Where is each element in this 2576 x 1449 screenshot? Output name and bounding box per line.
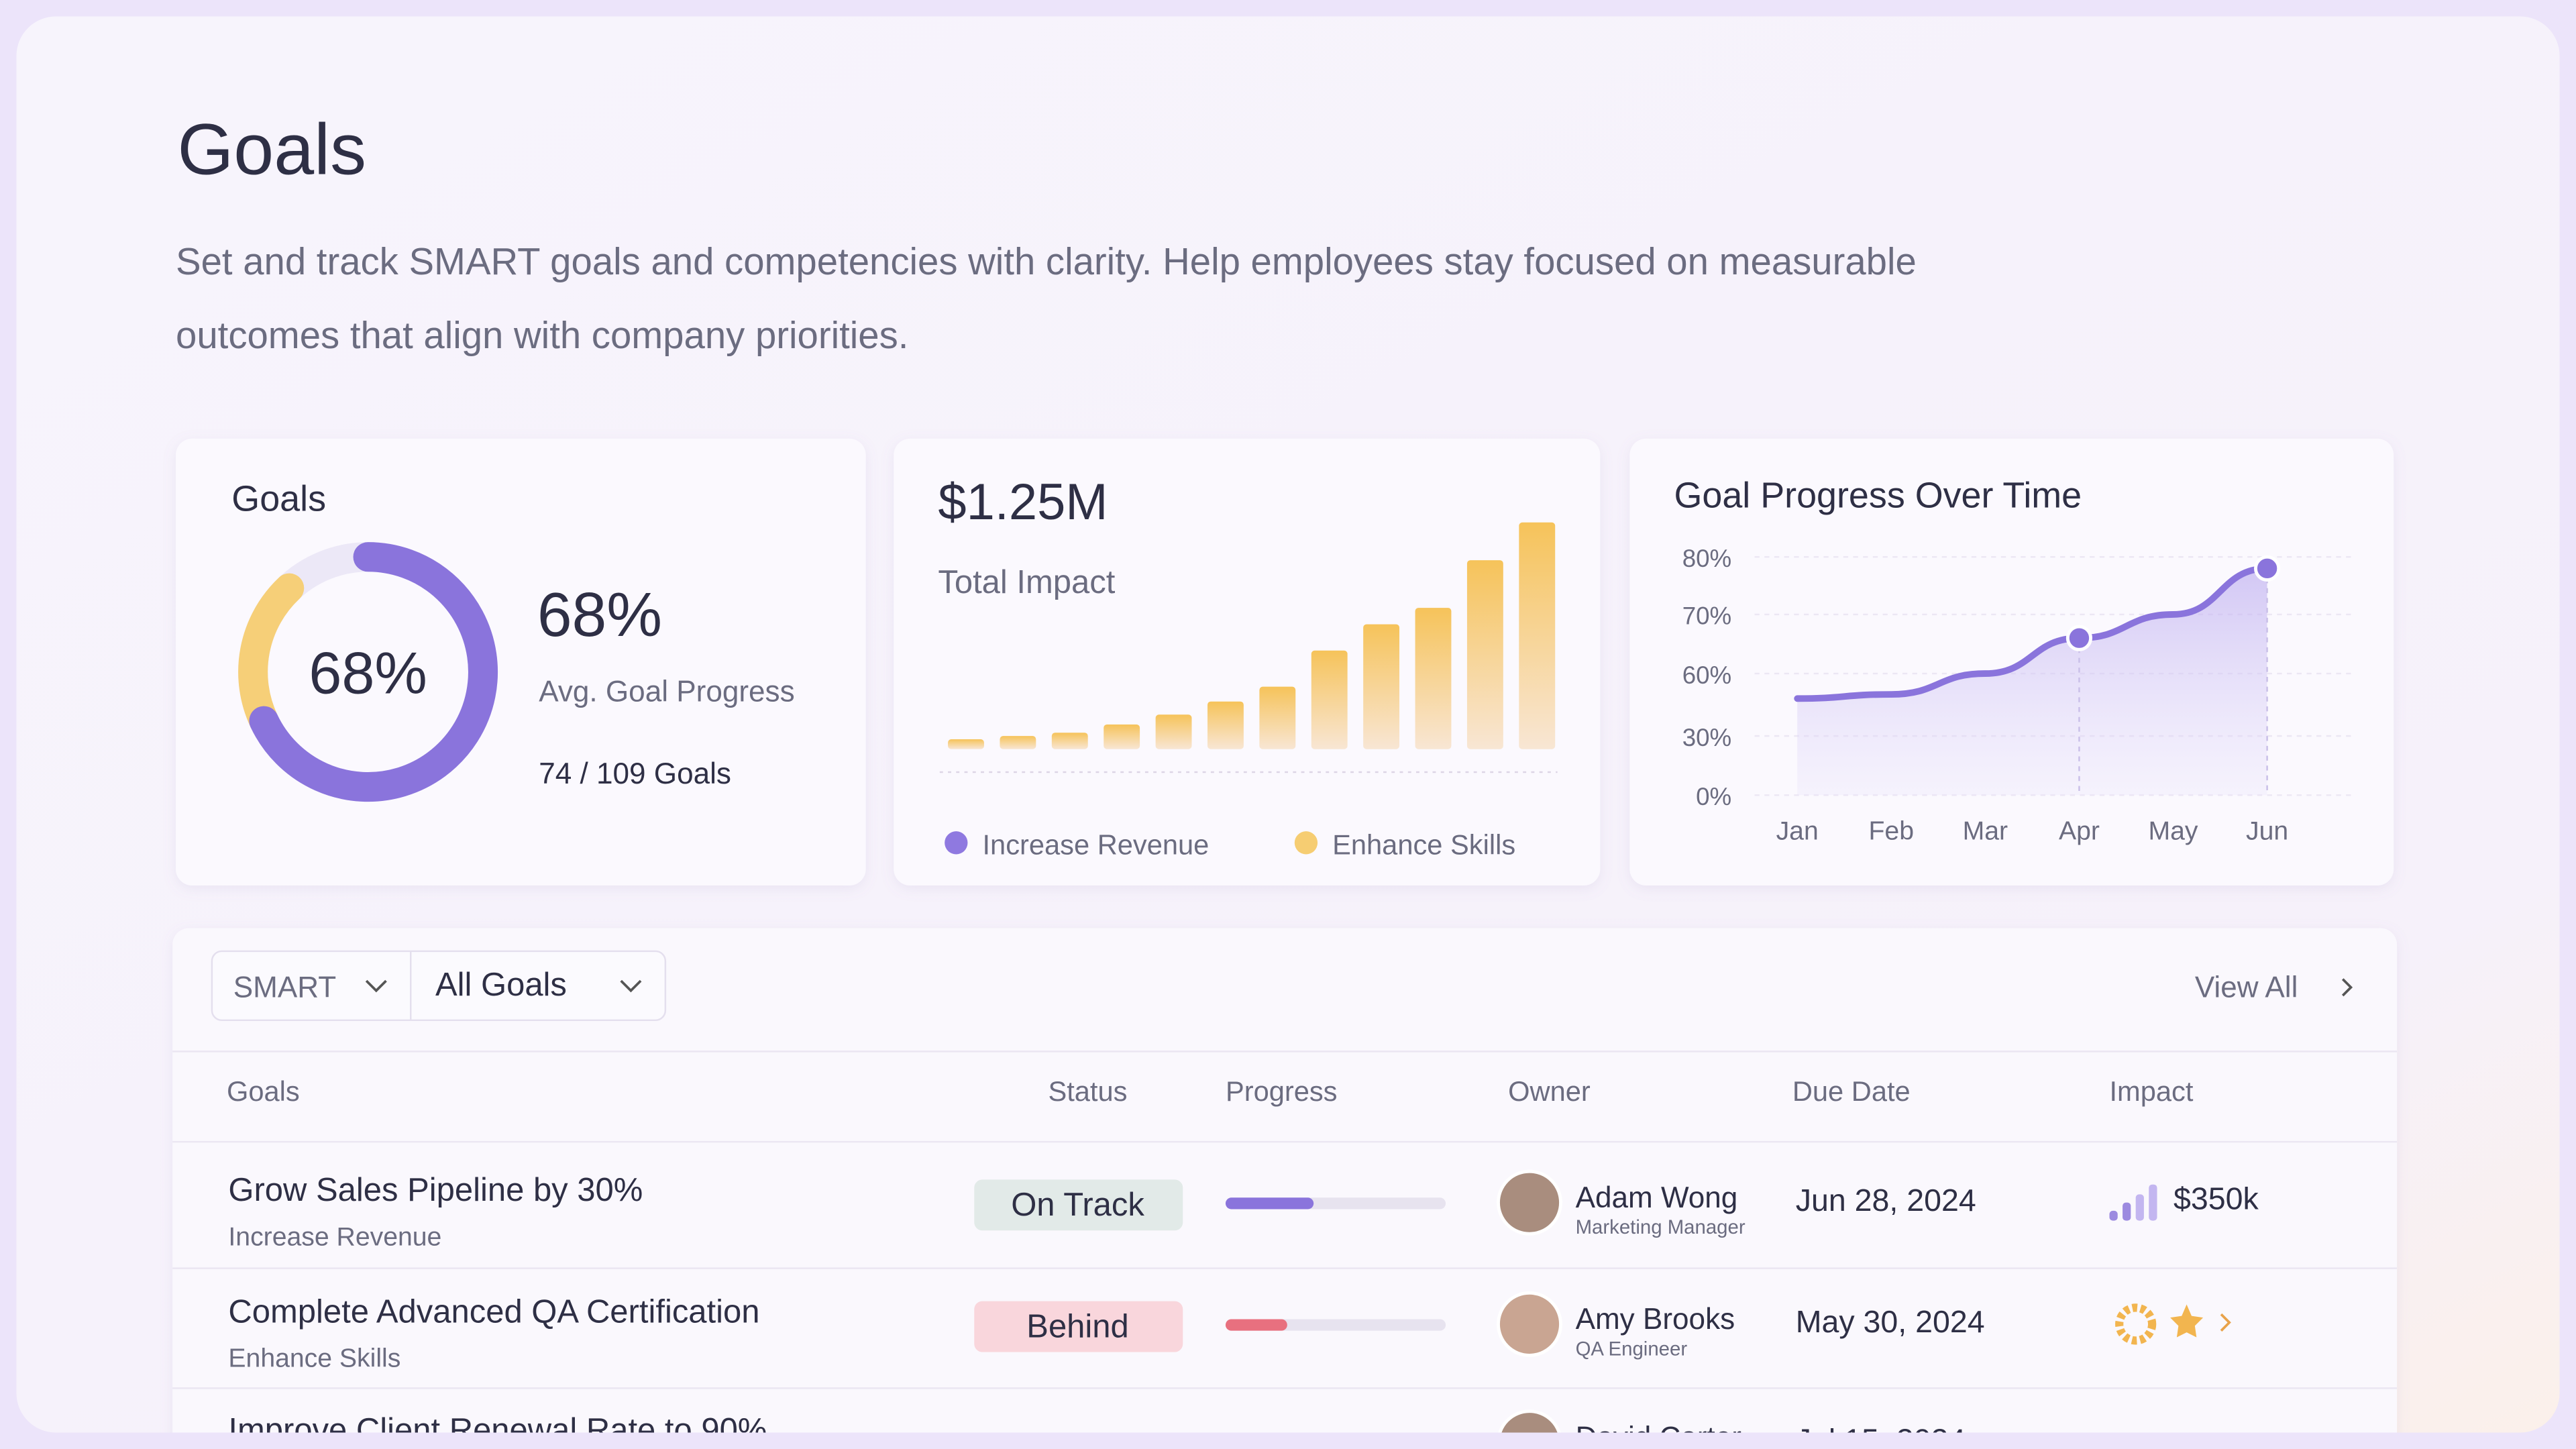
status: Behind [1026, 1308, 1128, 1344]
bar [1104, 724, 1140, 749]
donut-progress [249, 542, 498, 802]
impact-icon [2115, 1303, 2157, 1345]
column-header: Owner [1508, 1075, 1591, 1107]
progress-bar [1225, 1319, 1287, 1331]
y-tick-label: 30% [1682, 724, 1732, 751]
goal-category: Increase Revenue [228, 1222, 441, 1251]
bar [1000, 736, 1036, 749]
bar [1415, 608, 1452, 749]
filter-group [211, 950, 667, 1022]
column-header: Impact [2109, 1075, 2193, 1107]
x-tick-label: May [2149, 816, 2198, 845]
legend-label: Increase Revenue [982, 828, 1209, 860]
filter[interactable]: All Goals [435, 967, 567, 1003]
bar [1155, 714, 1192, 749]
view-all[interactable]: View All [2195, 971, 2298, 1004]
column-header: Status [1048, 1075, 1127, 1107]
impact-icon [2149, 1184, 2157, 1221]
status: On Track [1011, 1187, 1144, 1223]
chevron [2341, 978, 2353, 997]
avatar [1497, 1291, 1562, 1357]
goals-table [172, 928, 2398, 1449]
chevron [365, 979, 387, 993]
owner-name: Adam Wong [1576, 1181, 1738, 1214]
window-edge [0, 1432, 2576, 1449]
chevron [620, 979, 642, 993]
owner-role: QA Engineer [1576, 1338, 1688, 1360]
legend-label: Enhance Skills [1332, 828, 1515, 860]
goal-count: 74 / 109 Goals [539, 757, 731, 790]
bar [1051, 733, 1088, 749]
point [2065, 625, 2093, 651]
impact: $350k [2174, 1181, 2259, 1216]
progress-caption: Avg. Goal Progress [539, 676, 794, 708]
x-tick-label: Feb [1869, 816, 1915, 845]
owner-role: Marketing Manager [1576, 1216, 1746, 1238]
card-title: Goals [231, 479, 326, 519]
goal-category: Enhance Skills [228, 1344, 400, 1373]
bar [1259, 686, 1296, 749]
y-tick-label: 0% [1696, 783, 1731, 810]
bar [1466, 560, 1503, 749]
bar [948, 739, 984, 749]
impact-icon [2220, 1313, 2231, 1332]
y-tick-label: 80% [1682, 545, 1732, 572]
x-tick-label: Apr [2059, 816, 2100, 845]
y-tick-label: 60% [1682, 661, 1732, 689]
total-impact: $1.25M [938, 474, 1108, 531]
impact-icon [2170, 1304, 2204, 1338]
area [1797, 568, 2267, 796]
impact-card [894, 438, 1601, 885]
x-tick-label: Jun [2246, 816, 2288, 845]
bar [1208, 701, 1244, 749]
y-tick-label: 70% [1682, 602, 1732, 630]
column-header: Due Date [1792, 1075, 1911, 1107]
line [1794, 565, 2271, 702]
owner-name: Amy Brooks [1576, 1303, 1735, 1336]
impact-icon [2123, 1202, 2131, 1221]
avatar [1497, 1169, 1562, 1236]
status-pill [974, 1301, 1183, 1352]
column-header: Progress [1226, 1075, 1338, 1107]
point [2254, 555, 2281, 582]
goal-name: Complete Advanced QA Certification [228, 1293, 759, 1330]
due-date: May 30, 2024 [1796, 1304, 1985, 1339]
bar [1363, 624, 1400, 749]
x-tick-label: Mar [1963, 816, 2008, 845]
page-title: Goals [177, 109, 366, 190]
x-tick-label: Jan [1776, 816, 1819, 845]
donut-label: 68% [309, 639, 427, 706]
bar [1311, 650, 1348, 749]
legend-swatch [945, 831, 968, 855]
impact-label: Total Impact [938, 564, 1115, 600]
bar [1519, 522, 1556, 749]
goal-name: Grow Sales Pipeline by 30% [228, 1172, 643, 1208]
filter[interactable]: SMART [233, 971, 336, 1004]
description: outcomes that align with company priorit… [176, 314, 908, 356]
card-title: Goal Progress Over Time [1674, 476, 2082, 516]
impact-icon [2135, 1194, 2144, 1221]
impact-icon [2109, 1210, 2118, 1221]
due-date: Jun 28, 2024 [1796, 1183, 1976, 1218]
donut-accent [238, 573, 305, 736]
legend-swatch [1294, 831, 1318, 855]
progress-bar [1225, 1197, 1314, 1210]
progress-value: 68% [537, 580, 662, 649]
description: Set and track SMART goals and competenci… [176, 240, 1917, 282]
column-header: Goals [227, 1075, 300, 1107]
status-pill [974, 1179, 1183, 1231]
